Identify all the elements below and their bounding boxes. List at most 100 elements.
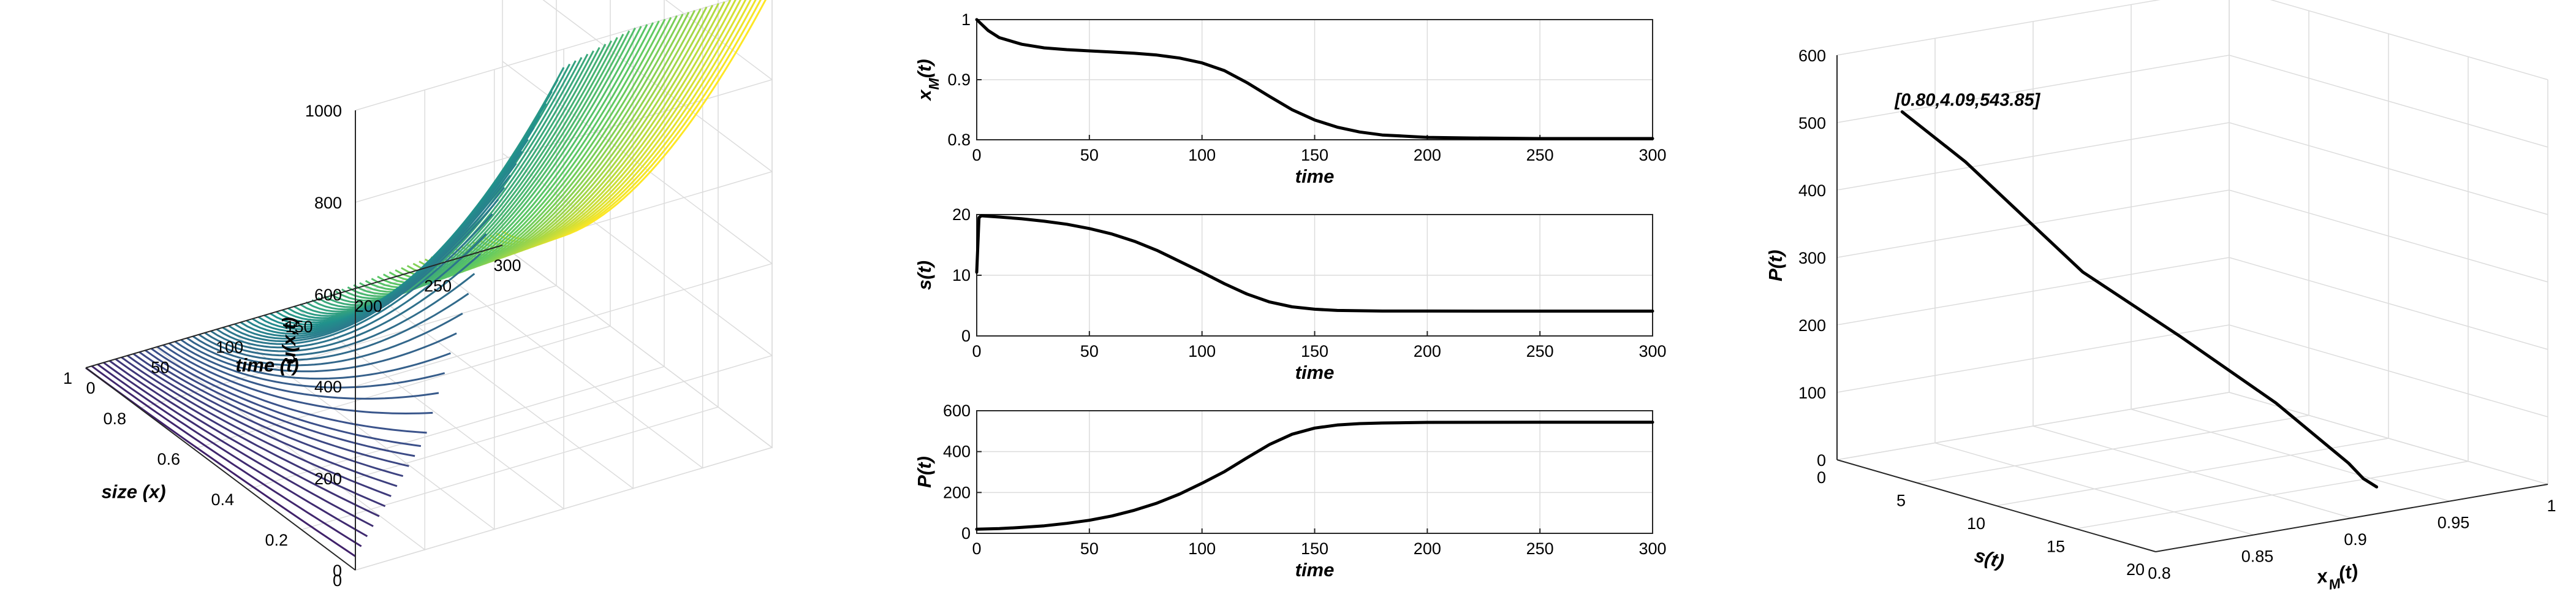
z-tick-label: 300: [1798, 249, 1826, 267]
y-axis-line: [1836, 459, 2156, 552]
x-axis-label: time: [1295, 362, 1335, 383]
surface-mesh-line: [151, 348, 422, 448]
surface-mesh-line: [329, 47, 600, 304]
z-tick-label: 0: [1817, 451, 1826, 470]
surface-mesh-line: [169, 342, 439, 400]
line-plot-xm: 0 50 100 150 200 250 300 0.8 0.9 1 time xM(t): [914, 10, 1667, 187]
surface-mesh-line: [204, 273, 475, 357]
y-tick-label: 0.9: [947, 70, 971, 89]
x-axis-label: time: [1295, 559, 1335, 581]
x-axis-label: xM(t): [2314, 560, 2360, 595]
x-tick-label: 50: [1080, 342, 1099, 360]
trajectory-line: [1900, 110, 2379, 489]
x-tick-label: 1: [63, 369, 72, 387]
x-tick-label: 150: [1301, 342, 1328, 360]
y-tick-label: 150: [285, 318, 313, 336]
y-tick-label: 200: [943, 483, 971, 501]
grid-line: [301, 0, 719, 530]
grid-line: [1836, 122, 2548, 215]
z-axis-label: u(x,t): [278, 317, 300, 364]
z-tick-label: 1000: [305, 102, 342, 120]
y-tick-label: 0.8: [947, 131, 971, 149]
x-tick-label: 300: [1638, 539, 1666, 558]
series-line: [975, 18, 1654, 140]
z-tick-label: 100: [1798, 384, 1826, 402]
x-tick-label: 100: [1188, 342, 1216, 360]
x-tick-label: 50: [1080, 539, 1099, 558]
series-line: [975, 421, 1654, 531]
surface-mesh-line: [91, 365, 362, 547]
x-tick-label: 300: [1638, 146, 1666, 164]
y-tick-label: 300: [493, 256, 521, 275]
grid-line: [1934, 38, 2254, 536]
surface-mesh-line: [109, 360, 380, 517]
z-tick-label: 600: [1798, 47, 1826, 65]
z-axis-label: P(t): [1765, 250, 1786, 281]
x-tick-label: 0.9: [2344, 530, 2367, 549]
surface-mesh-line: [97, 364, 368, 538]
x-tick-label: 100: [1188, 539, 1216, 558]
y-axis-label: xM(t): [914, 59, 942, 101]
x-tick-label: 1: [2547, 497, 2556, 515]
x-tick-label: 150: [1301, 146, 1328, 164]
z-tick-label: 600: [314, 286, 342, 304]
surface-mesh-line: [145, 349, 415, 457]
z-tick-label: 800: [314, 194, 342, 212]
z-tick-label: 400: [1798, 181, 1826, 200]
x-tick-label: 0: [333, 571, 342, 590]
surface-mesh-line: [103, 362, 374, 527]
y-tick-label: 600: [943, 402, 971, 420]
grid-line: [1836, 0, 2230, 460]
x-tick-label: 0.85: [2241, 547, 2274, 566]
y-axis-label: P(t): [914, 456, 935, 488]
z-tick-label: 500: [1798, 114, 1826, 132]
surface-mesh-line: [198, 292, 469, 361]
grid-line: [1836, 189, 2548, 283]
surface-mesh-line: [228, 199, 499, 343]
x-tick-label: 0.8: [103, 410, 126, 428]
grid-line: [1836, 55, 2156, 552]
x-tick-label: 0: [972, 146, 981, 164]
surface-mesh-line: [216, 233, 487, 349]
x-tick-label: 200: [1414, 146, 1441, 164]
y-tick-label: 0: [1817, 468, 1826, 487]
y-tick-label: 0: [86, 379, 95, 397]
x-tick-label: 200: [1414, 539, 1441, 558]
grid-line: [1836, 392, 2548, 485]
surface-mesh-line: [180, 339, 451, 380]
y-tick-label: 1: [961, 10, 971, 29]
x-tick-label: 150: [1301, 539, 1328, 558]
y-tick-label: 10: [1967, 514, 1985, 533]
surface-mesh-line: [240, 175, 511, 337]
x-tick-label: 0.8: [2148, 564, 2171, 582]
surface-mesh-line: [115, 358, 386, 508]
y-tick-label: 50: [151, 359, 169, 377]
surface-mesh-line: [121, 356, 392, 497]
y-tick-label: 20: [2126, 560, 2145, 579]
surface-mesh-line: [138, 351, 409, 467]
y-tick-label: 100: [216, 338, 243, 356]
x-tick-label: 300: [1638, 342, 1666, 360]
x-tick-label: 0.95: [2438, 514, 2470, 532]
x-tick-label: 0.6: [157, 450, 180, 468]
surface-mesh-line: [132, 352, 404, 478]
z-tick-label: 400: [314, 378, 342, 396]
grid-line: [2075, 56, 2469, 530]
y-tick-label: 400: [943, 443, 971, 461]
grid-line: [247, 0, 665, 490]
y-tick-label: 5: [1896, 492, 1906, 510]
trajectory-3d-plot: 0.80.850.90.9510510152001002003004005006…: [1765, 0, 2556, 595]
axes-box: [976, 19, 1653, 140]
x-axis-label: size (x): [101, 481, 165, 503]
surface-mesh-line: [210, 253, 482, 352]
x-axis-label: time: [1295, 166, 1335, 187]
end-point-annotation: [0.80,4.09,543.85]: [1894, 90, 2040, 110]
grid-line: [355, 0, 773, 571]
x-axis-line: [2155, 484, 2548, 552]
grid-line: [139, 0, 557, 409]
surface-plot-u: 00.20.40.60.8105010015020025030002004006…: [63, 0, 773, 590]
y-tick-label: 0: [961, 327, 971, 345]
y-tick-label: 15: [2047, 538, 2065, 556]
x-axis-line: [85, 367, 356, 571]
